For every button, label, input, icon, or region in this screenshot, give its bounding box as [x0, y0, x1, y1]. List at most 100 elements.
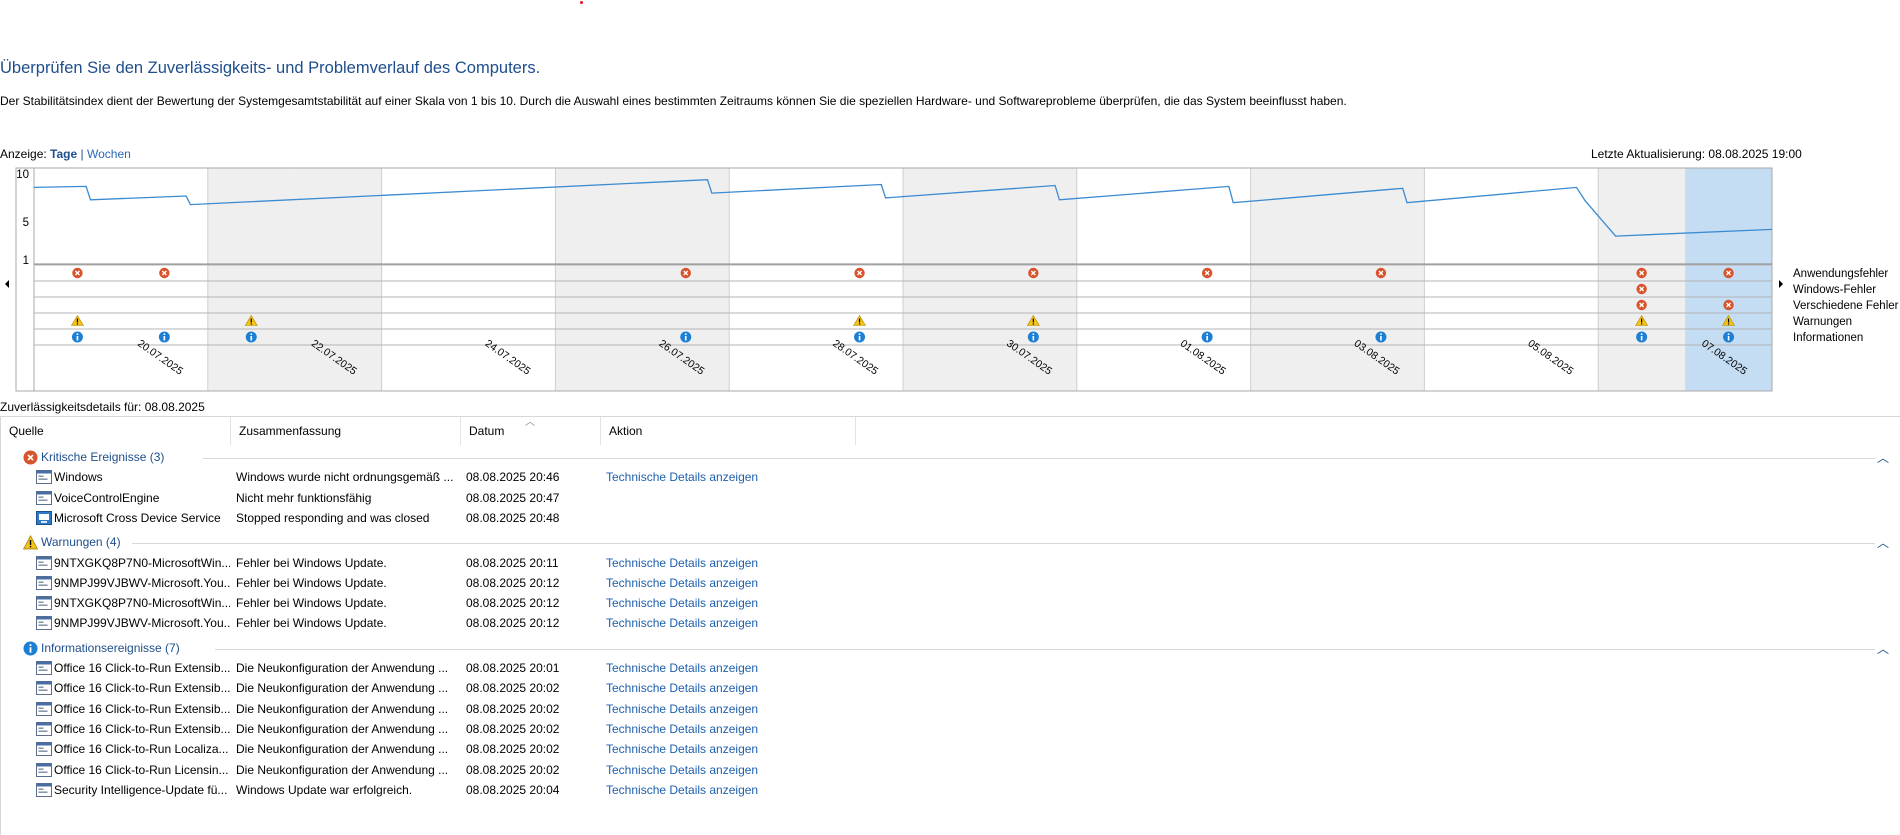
day-column[interactable] — [989, 168, 1077, 391]
collapse-chevron-icon[interactable]: ︿ — [1876, 451, 1889, 465]
day-column[interactable] — [1337, 168, 1425, 391]
technical-details-link[interactable]: Technische Details anzeigen — [606, 616, 759, 631]
view-days-link[interactable]: Tage — [50, 147, 78, 161]
column-header-summary[interactable]: Zusammenfassung — [231, 417, 461, 445]
warning-icon-dot — [1727, 323, 1730, 325]
error-icon — [1636, 299, 1647, 311]
column-header-date[interactable]: Datum — [461, 417, 601, 445]
day-column[interactable] — [1424, 168, 1512, 391]
error-icon-x — [683, 270, 689, 276]
group-header[interactable]: Informationsereignisse (7) ︿ — [1, 638, 1900, 658]
technical-details-link[interactable]: Technische Details anzeigen — [606, 555, 759, 570]
day-column[interactable] — [816, 168, 903, 391]
technical-details-link[interactable]: Technische Details anzeigen — [606, 681, 759, 696]
technical-details-link[interactable]: Technische Details anzeigen — [606, 661, 759, 675]
scroll-left-icon[interactable] — [5, 280, 9, 288]
event-row[interactable]: Security Intelligence-Update fü... Window… — [1, 780, 901, 800]
day-column[interactable] — [642, 168, 730, 391]
day-column[interactable] — [120, 168, 208, 391]
day-column[interactable] — [1598, 168, 1686, 391]
y-tick-label: 5 — [23, 217, 29, 229]
technical-details-link[interactable]: Technische Details anzeigen — [606, 701, 759, 716]
view-label: Anzeige: — [0, 147, 47, 161]
group-header[interactable]: Kritische Ereignisse (3) ︿ — [1, 447, 1900, 467]
info-icon-bar — [684, 336, 687, 341]
column-header-source[interactable]: Quelle — [1, 417, 231, 445]
event-date: 08.08.2025 20:04 — [466, 782, 560, 797]
day-column[interactable] — [381, 168, 469, 391]
scroll-right-icon[interactable] — [1779, 280, 1783, 288]
technical-details-link[interactable]: Technische Details anzeigen — [606, 575, 759, 590]
info-icon — [1375, 331, 1387, 343]
day-column[interactable] — [555, 168, 643, 391]
day-column[interactable] — [34, 168, 121, 391]
day-column[interactable] — [294, 168, 382, 391]
event-row[interactable]: 9NTXGKQ8P7N0-MicrosoftWin... Fehler bei W… — [1, 553, 901, 573]
day-column[interactable] — [1511, 168, 1599, 391]
app-icon — [36, 661, 52, 675]
app-icon — [36, 721, 52, 736]
group-divider — [202, 458, 1875, 459]
day-column[interactable] — [1076, 168, 1164, 391]
device-app-icon — [36, 510, 52, 525]
event-row[interactable]: Office 16 Click-to-Run Licensin... Die Ne… — [1, 760, 901, 780]
event-date: 08.08.2025 20:02 — [466, 701, 560, 716]
event-row[interactable]: Office 16 Click-to-Run Extensib... Die Ne… — [1, 719, 901, 739]
info-icon — [245, 331, 257, 343]
page-title: Überprüfen Sie den Zuverlässigkeits- und… — [0, 59, 541, 77]
event-row[interactable]: 9NMPJ99VJBWV-Microsoft.You... Fehler bei … — [1, 573, 901, 593]
info-icon-bar — [1032, 336, 1035, 341]
event-row-label: Verschiedene Fehler — [1793, 300, 1899, 312]
error-icon — [1636, 283, 1647, 295]
info-icon — [1723, 331, 1735, 343]
event-source: 9NMPJ99VJBWV-Microsoft.You... — [54, 616, 230, 631]
event-row[interactable]: 9NMPJ99VJBWV-Microsoft.You... Fehler bei … — [1, 613, 901, 633]
error-icon — [159, 267, 170, 279]
event-summary: Die Neukonfiguration der Anwendung ... — [236, 721, 449, 736]
chart-frame — [15, 167, 1773, 392]
day-column[interactable] — [903, 168, 990, 391]
day-column[interactable] — [1163, 168, 1251, 391]
event-row[interactable]: Windows Windows wurde nicht ordnungsgemäß… — [1, 467, 901, 487]
info-icon-bar — [76, 336, 79, 341]
technical-details-link[interactable]: Technische Details anzeigen — [606, 596, 759, 611]
collapse-chevron-icon[interactable]: ︿ — [1876, 641, 1889, 656]
technical-details-link[interactable]: Technische Details anzeigen — [606, 742, 759, 757]
event-row[interactable]: 9NTXGKQ8P7N0-MicrosoftWin... Fehler bei W… — [1, 593, 901, 613]
collapse-chevron-icon[interactable]: ︿ — [1876, 536, 1889, 551]
group-header[interactable]: Warnungen (4) ︿ — [1, 532, 1900, 552]
technical-details-link[interactable]: Technische Details anzeigen — [606, 721, 759, 736]
view-weeks-link[interactable]: Wochen — [86, 147, 131, 161]
technical-details-link[interactable]: Technische Details anzeigen — [606, 470, 759, 485]
event-row[interactable]: Office 16 Click-to-Run Extensib... Die Ne… — [1, 658, 901, 678]
column-header-action[interactable]: Aktion — [601, 417, 856, 445]
error-icon — [680, 267, 691, 279]
app-icon — [36, 681, 52, 696]
day-column[interactable] — [1685, 168, 1772, 391]
warning-icon — [244, 314, 258, 326]
app-icon — [36, 575, 52, 590]
day-column[interactable] — [1250, 168, 1338, 391]
day-column[interactable] — [468, 168, 556, 391]
reliability-chart[interactable]: 10 5 1 Anwendungsfehler Windows-Fehler Versch… — [0, 164, 1900, 394]
event-date: 08.08.2025 20:01 — [466, 661, 560, 675]
event-summary: Windows Update war erfolgreich. — [236, 782, 413, 797]
event-row[interactable]: Office 16 Click-to-Run Extensib... Die Ne… — [1, 699, 901, 719]
warning-icon-dot — [250, 323, 252, 325]
technical-details-link[interactable]: Technische Details anzeigen — [606, 762, 759, 777]
event-source: Office 16 Click-to-Run Extensib... — [54, 661, 230, 675]
group-label: Warnungen (4) — [41, 535, 121, 550]
day-column[interactable] — [207, 168, 295, 391]
event-row[interactable]: Microsoft Cross Device Service Stopped re… — [1, 508, 901, 528]
warning-icon-mark — [250, 318, 252, 323]
event-row[interactable]: Office 16 Click-to-Run Localiza... Die Ne… — [1, 739, 901, 759]
info-icon — [158, 331, 170, 343]
event-row[interactable]: VoiceControlEngine Nicht mehr funktionsfä… — [1, 488, 901, 508]
event-source: 9NTXGKQ8P7N0-MicrosoftWin... — [54, 555, 230, 570]
day-column[interactable] — [729, 168, 817, 391]
red-status-dot — [580, 1, 583, 4]
info-icon — [1201, 331, 1213, 343]
event-summary: Fehler bei Windows Update. — [236, 575, 387, 590]
technical-details-link[interactable]: Technische Details anzeigen — [606, 782, 759, 797]
event-row[interactable]: Office 16 Click-to-Run Extensib... Die Ne… — [1, 678, 901, 698]
